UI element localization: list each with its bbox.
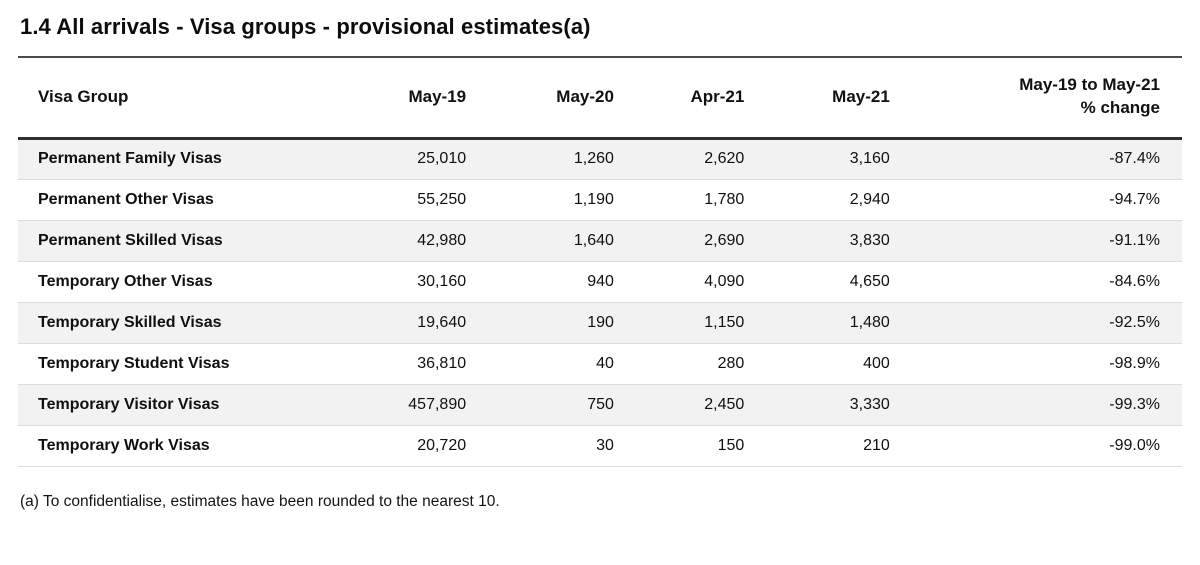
value-cell: -99.0% xyxy=(889,425,1182,467)
table-row: Permanent Family Visas 25,010 1,260 2,620 3,… xyxy=(18,138,1182,180)
row-label-cell: Permanent Skilled Visas xyxy=(18,220,278,262)
value-cell: 20,720 xyxy=(277,425,467,467)
row-label-cell: Temporary Other Visas xyxy=(18,261,278,303)
value-cell: 1,190 xyxy=(466,179,614,221)
value-cell: 1,260 xyxy=(466,138,614,180)
value-cell: 3,160 xyxy=(744,138,890,180)
table-title: 1.4 All arrivals - Visa groups - provisi… xyxy=(20,14,591,39)
value-cell: 1,780 xyxy=(613,179,745,221)
value-cell: 42,980 xyxy=(277,220,467,262)
value-cell: -92.5% xyxy=(889,302,1182,344)
value-cell: 150 xyxy=(613,425,745,467)
value-cell: 1,640 xyxy=(466,220,614,262)
table-row: Temporary Student Visas 36,810 40 280 400 -98… xyxy=(18,343,1182,385)
value-cell: 940 xyxy=(466,261,614,303)
value-cell: 4,650 xyxy=(744,261,890,303)
table-row: Temporary Work Visas 20,720 30 150 210 -99.0% xyxy=(18,425,1182,467)
value-cell: 30 xyxy=(466,425,614,467)
value-cell: 1,150 xyxy=(613,302,745,344)
row-label-cell: Temporary Visitor Visas xyxy=(18,384,278,426)
table-footnote: (a) To confidentialise, estimates have b… xyxy=(20,492,500,510)
column-header-visa-group: Visa Group xyxy=(18,58,278,140)
value-cell: 400 xyxy=(744,343,890,385)
value-cell: 19,640 xyxy=(277,302,467,344)
table-header: Visa Group May-19 May-20 Apr-21 May-21 M… xyxy=(18,58,1182,140)
table-row: Temporary Visitor Visas 457,890 750 2,450 3,… xyxy=(18,384,1182,426)
value-cell: 40 xyxy=(466,343,614,385)
value-cell: 2,450 xyxy=(613,384,745,426)
value-cell: 4,090 xyxy=(613,261,745,303)
header-row: Visa Group May-19 May-20 Apr-21 May-21 M… xyxy=(18,58,1182,140)
value-cell: -98.9% xyxy=(889,343,1182,385)
value-cell: 3,830 xyxy=(744,220,890,262)
table-row: Temporary Skilled Visas 19,640 190 1,150 1,4… xyxy=(18,302,1182,344)
table-row: Permanent Skilled Visas 42,980 1,640 2,690 3… xyxy=(18,220,1182,262)
value-cell: 750 xyxy=(466,384,614,426)
value-cell: -99.3% xyxy=(889,384,1182,426)
table-row: Temporary Other Visas 30,160 940 4,090 4,650… xyxy=(18,261,1182,303)
table-row: Permanent Other Visas 55,250 1,190 1,780 2,9… xyxy=(18,179,1182,221)
value-cell: -87.4% xyxy=(889,138,1182,180)
column-header-pct-change: May-19 to May-21 % change xyxy=(889,58,1182,140)
value-cell: -94.7% xyxy=(889,179,1182,221)
value-cell: 3,330 xyxy=(744,384,890,426)
table-body: Permanent Family Visas 25,010 1,260 2,620 3,… xyxy=(18,138,1182,467)
column-header-may-19: May-19 xyxy=(277,58,467,140)
value-cell: 25,010 xyxy=(277,138,467,180)
row-label-cell: Temporary Student Visas xyxy=(18,343,278,385)
value-cell: -91.1% xyxy=(889,220,1182,262)
value-cell: 210 xyxy=(744,425,890,467)
value-cell: 55,250 xyxy=(277,179,467,221)
value-cell: 36,810 xyxy=(277,343,467,385)
statistical-table-page: 1.4 All arrivals - Visa groups - provisi… xyxy=(18,14,1182,510)
row-label-cell: Temporary Work Visas xyxy=(18,425,278,467)
column-header-may-21: May-21 xyxy=(744,58,890,140)
column-header-apr-21: Apr-21 xyxy=(613,58,745,140)
value-cell: 280 xyxy=(613,343,745,385)
value-cell: 2,620 xyxy=(613,138,745,180)
row-label-cell: Permanent Family Visas xyxy=(18,138,278,180)
row-label-cell: Temporary Skilled Visas xyxy=(18,302,278,344)
visa-groups-arrivals-table: Visa Group May-19 May-20 Apr-21 May-21 M… xyxy=(18,58,1182,467)
value-cell: -84.6% xyxy=(889,261,1182,303)
value-cell: 30,160 xyxy=(277,261,467,303)
row-label-cell: Permanent Other Visas xyxy=(18,179,278,221)
value-cell: 2,940 xyxy=(744,179,890,221)
value-cell: 457,890 xyxy=(277,384,467,426)
title-divider xyxy=(18,56,1182,58)
value-cell: 1,480 xyxy=(744,302,890,344)
value-cell: 190 xyxy=(466,302,614,344)
column-header-may-20: May-20 xyxy=(466,58,614,140)
value-cell: 2,690 xyxy=(613,220,745,262)
